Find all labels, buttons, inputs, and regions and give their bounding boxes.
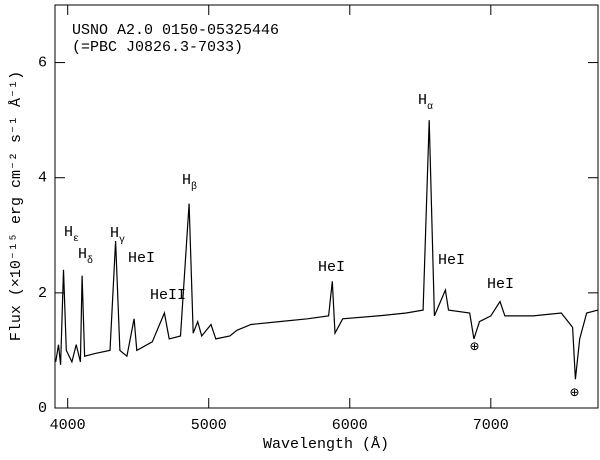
annotation-text: H [418,92,427,109]
x-tick-label: 5000 [191,417,227,434]
x-axis-label: Wavelength (Å) [263,436,389,453]
plot-frame [54,4,599,409]
annotation: Hα [418,92,433,113]
annotation-subscript: α [427,102,433,113]
annotation-subscript: δ [87,255,93,267]
annotation-text: ⊕ [570,385,579,402]
y-tick-label: 2 [38,285,47,302]
y-axis-label: Flux (×10⁻¹⁵ erg cm⁻² s⁻¹ Å⁻¹) [8,71,25,341]
annotation-text: HeI [318,259,345,276]
annotation: HeII [150,287,186,304]
annotation-text: H [64,224,73,241]
spectrum-line [55,120,599,380]
annotation-subscript: γ [119,235,125,246]
chart-title: USNO A2.0 0150-05325446 [72,22,279,39]
annotation-text: HeI [487,276,514,293]
annotation-text: HeII [150,287,186,304]
x-tick-label: 4000 [50,417,86,434]
y-tick-label: 0 [38,400,47,417]
annotation-text: ⊕ [470,339,479,356]
y-tick-label: 4 [38,170,47,187]
annotation: ⊕ [570,385,579,402]
x-tick-label: 6000 [332,417,368,434]
x-tick-label: 7000 [473,417,509,434]
chart-subtitle: (=PBC J0826.3-7033) [72,39,243,56]
annotation-subscript: β [191,181,197,193]
annotation: Hβ [182,172,197,193]
y-tick-label: 6 [38,55,47,72]
annotation-text: HeI [438,252,465,269]
annotation: HeI [318,259,345,276]
annotation-text: H [182,172,191,189]
annotation: HeI [487,276,514,293]
annotation-text: HeI [128,250,155,267]
annotation: HeI [438,252,465,269]
annotation: Hδ [78,246,93,267]
annotation-text: H [78,246,87,263]
annotation: Hε [64,224,79,245]
annotation: HeI [128,250,155,267]
annotation-text: H [110,225,119,242]
annotation: ⊕ [470,339,479,356]
annotation-subscript: ε [73,234,79,245]
annotation: Hγ [110,225,125,246]
